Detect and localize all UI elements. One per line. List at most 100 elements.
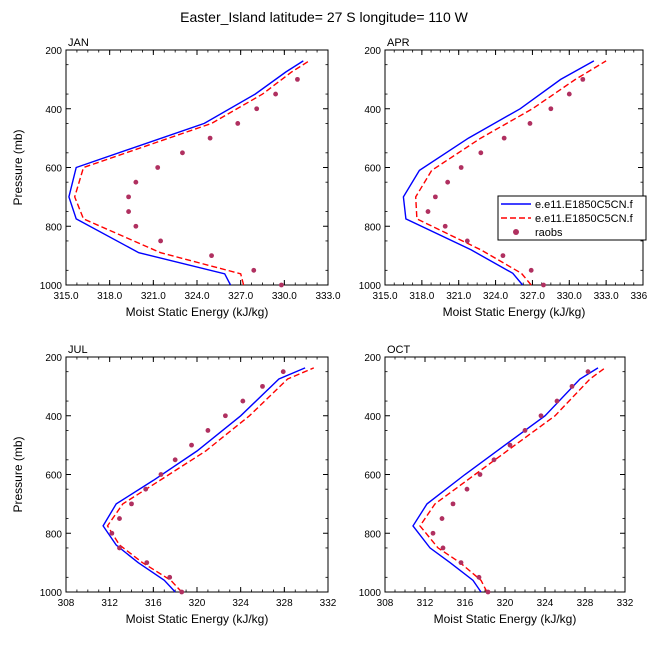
y-tick-label: 800 — [45, 529, 62, 540]
y-tick-label: 600 — [364, 164, 381, 175]
raobs-point — [109, 530, 115, 536]
legend: e.e11.E1850C5CN.f e.e11.E1850C5CN.f raob… — [497, 195, 647, 241]
raobs-point — [126, 194, 131, 200]
x-axis-label: Moist Static Energy (kJ/kg) — [126, 612, 269, 626]
raobs-point — [189, 442, 194, 448]
raobs-point — [155, 165, 161, 170]
y-tick-label: 1000 — [359, 281, 382, 292]
y-tick-label: 200 — [364, 353, 381, 364]
y-tick-label: 200 — [364, 46, 381, 57]
raobs-point — [179, 589, 185, 595]
x-tick-label: 327.0 — [228, 291, 253, 302]
y-axis-label: Pressure (mb) — [11, 129, 25, 205]
x-tick-label: 312 — [101, 598, 118, 609]
raobs-point — [205, 428, 211, 433]
x-axis-label: Moist Static Energy (kJ/kg) — [443, 305, 586, 319]
panel-jan: JAN 315.0 318.0 321.0 324.0 327.0 330.0 333.0 20… — [11, 37, 341, 319]
figure-title: Easter_Island latitude= 27 S longitude= … — [180, 9, 468, 25]
panel-label: OCT — [387, 344, 411, 356]
raobs-point — [464, 486, 470, 492]
x-tick-label: 316 — [145, 598, 162, 609]
x-tick-label: 324.0 — [483, 291, 508, 302]
raobs-point — [172, 457, 178, 463]
x-tick-label: 328 — [577, 598, 594, 609]
x-tick-label: 320 — [497, 598, 514, 609]
raobs-point — [260, 383, 265, 389]
y-tick-label: 600 — [45, 164, 62, 175]
raobs-point — [458, 165, 464, 170]
raobs-point — [458, 560, 464, 566]
raobs-point — [464, 238, 470, 244]
y-tick-label: 200 — [45, 46, 62, 57]
raobs-point — [117, 516, 122, 521]
x-axis-label: Moist Static Energy (kJ/kg) — [126, 305, 269, 319]
raobs-point — [117, 545, 122, 551]
raobs-point — [144, 560, 150, 566]
raobs-point — [566, 91, 572, 97]
raobs-point — [477, 472, 483, 477]
raobs-point — [240, 398, 246, 404]
y-tick-label: 400 — [45, 105, 62, 116]
raobs-point — [569, 383, 575, 389]
series-line-model1 — [402, 60, 595, 286]
panel-jul: JUL 308 312 316 320 324 328 332 200 400 600 800 1000… — [11, 344, 337, 626]
raobs-point — [442, 223, 448, 229]
raobs-point — [180, 150, 185, 156]
raobs-point — [445, 179, 451, 185]
series-line-model2 — [73, 60, 310, 286]
raobs-point — [500, 253, 506, 259]
x-tick-label: 330.0 — [557, 291, 582, 302]
x-tick-label: 333.0 — [315, 291, 340, 302]
raobs-point — [580, 76, 586, 82]
raobs-point — [527, 121, 533, 126]
raobs-point — [222, 413, 228, 419]
raobs-point — [450, 501, 456, 507]
raobs-point — [507, 442, 513, 448]
raobs-point — [280, 369, 286, 375]
raobs-point — [254, 106, 260, 112]
raobs-point — [126, 209, 131, 214]
raobs-point — [143, 486, 149, 492]
raobs-point — [133, 223, 139, 229]
raobs-point — [251, 267, 257, 273]
x-tick-label: 333.0 — [594, 291, 619, 302]
x-tick-label: 320 — [189, 598, 206, 609]
raobs-point — [432, 194, 438, 200]
y-tick-label: 400 — [45, 412, 62, 423]
legend-label-model2: e.e11.E1850C5CN.f — [535, 213, 634, 225]
raobs-point — [491, 457, 497, 463]
x-tick-label: 324 — [232, 598, 249, 609]
raobs-point — [476, 574, 482, 580]
x-axis-label: Moist Static Energy (kJ/kg) — [434, 612, 577, 626]
raobs-point — [158, 238, 164, 244]
x-tick-label: 321.0 — [446, 291, 471, 302]
raobs-point — [295, 76, 300, 82]
x-tick-label: 332 — [617, 598, 634, 609]
raobs-point — [207, 135, 213, 141]
raobs-point — [541, 282, 546, 288]
y-tick-label: 800 — [45, 222, 62, 233]
x-tick-label: 332 — [320, 598, 337, 609]
raobs-point — [133, 179, 139, 185]
y-tick-label: 400 — [364, 105, 381, 116]
panel-label: JAN — [68, 37, 89, 49]
raobs-point — [478, 150, 484, 156]
raobs-point — [585, 369, 591, 375]
raobs-point — [440, 545, 446, 551]
raobs-point — [430, 530, 436, 536]
series-line-model2 — [419, 367, 606, 593]
x-tick-label: 324.0 — [184, 291, 209, 302]
raobs-point — [167, 574, 173, 580]
x-tick-label: 336.0 — [630, 291, 648, 302]
x-tick-label: 318.0 — [409, 291, 434, 302]
raobs-point — [439, 516, 445, 521]
raobs-point — [129, 501, 134, 507]
y-tick-label: 600 — [45, 471, 62, 482]
series-line-model1 — [68, 60, 304, 286]
legend-marker-raobs — [513, 229, 519, 235]
raobs-point — [548, 106, 554, 112]
raobs-point — [425, 209, 431, 214]
y-tick-label: 1000 — [40, 588, 63, 599]
raobs-point — [538, 413, 544, 419]
legend-label-raobs: raobs — [535, 227, 563, 239]
